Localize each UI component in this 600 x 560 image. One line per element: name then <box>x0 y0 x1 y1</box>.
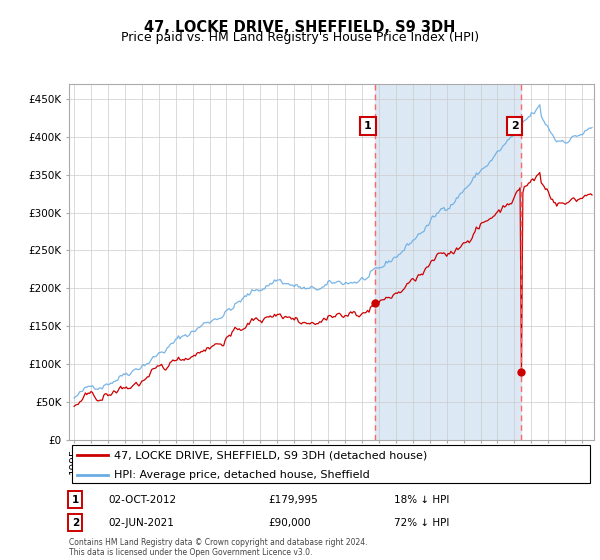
Text: Price paid vs. HM Land Registry's House Price Index (HPI): Price paid vs. HM Land Registry's House … <box>121 31 479 44</box>
Text: 47, LOCKE DRIVE, SHEFFIELD, S9 3DH (detached house): 47, LOCKE DRIVE, SHEFFIELD, S9 3DH (deta… <box>113 450 427 460</box>
Text: 2: 2 <box>511 120 518 130</box>
Text: HPI: Average price, detached house, Sheffield: HPI: Average price, detached house, Shef… <box>113 470 370 480</box>
Text: 1: 1 <box>71 494 79 505</box>
Text: £90,000: £90,000 <box>269 517 311 528</box>
FancyBboxPatch shape <box>71 445 590 483</box>
Text: 02-OCT-2012: 02-OCT-2012 <box>109 494 176 505</box>
Text: Contains HM Land Registry data © Crown copyright and database right 2024.
This d: Contains HM Land Registry data © Crown c… <box>69 538 367 557</box>
Text: 47, LOCKE DRIVE, SHEFFIELD, S9 3DH: 47, LOCKE DRIVE, SHEFFIELD, S9 3DH <box>145 20 455 35</box>
Text: 2: 2 <box>71 517 79 528</box>
Text: £179,995: £179,995 <box>269 494 318 505</box>
Text: 1: 1 <box>364 120 372 130</box>
Text: 02-JUN-2021: 02-JUN-2021 <box>109 517 174 528</box>
Bar <box>374 84 521 440</box>
Text: 72% ↓ HPI: 72% ↓ HPI <box>395 517 450 528</box>
Text: 18% ↓ HPI: 18% ↓ HPI <box>395 494 450 505</box>
